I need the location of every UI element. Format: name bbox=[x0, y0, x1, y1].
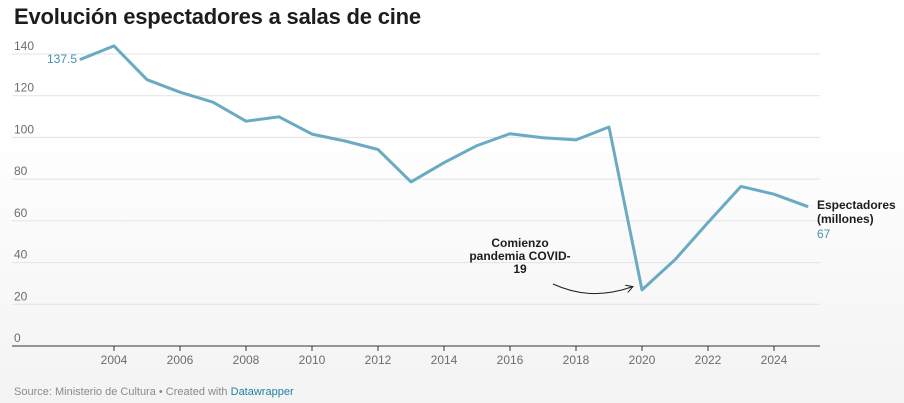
chart-title: Evolución espectadores a salas de cine bbox=[14, 4, 421, 29]
x-axis: 2004 2006 2008 2010 2012 2014 2016 2018 2020 2022… bbox=[101, 346, 788, 367]
y-tick-label-100: 100 bbox=[14, 122, 34, 136]
series-line-0 bbox=[79, 44, 809, 292]
x-tick-label-2022: 2022 bbox=[695, 353, 722, 367]
x-tick-label-2024: 2024 bbox=[761, 353, 788, 367]
source-text: Source: Ministerio de Cultura • Created … bbox=[14, 386, 231, 398]
x-tick-label-2012: 2012 bbox=[365, 353, 392, 367]
x-tick-label-2014: 2014 bbox=[431, 353, 458, 367]
x-tick-label-2020: 2020 bbox=[629, 353, 656, 367]
y-tick-label-140: 140 bbox=[14, 39, 34, 53]
x-tick-label-2018: 2018 bbox=[563, 353, 590, 367]
y-tick-label-120: 120 bbox=[14, 81, 34, 95]
label-layer: 137.5 Espectadores(millones)67 bbox=[47, 52, 896, 241]
series-label-line-2: (millones) bbox=[817, 212, 874, 226]
grid-lines bbox=[12, 53, 820, 347]
x-tick-label-2006: 2006 bbox=[167, 353, 194, 367]
x-tick-label-2016: 2016 bbox=[497, 353, 524, 367]
start-value-label: 137.5 bbox=[47, 52, 77, 66]
end-value-label: 67 bbox=[817, 227, 831, 241]
annotation-text-line-3: 19 bbox=[513, 262, 527, 276]
annotation-text-line-2: pandemia COVID- bbox=[469, 249, 570, 263]
series-layer bbox=[79, 44, 809, 292]
y-tick-label-80: 80 bbox=[14, 164, 28, 178]
y-tick-label-20: 20 bbox=[14, 289, 28, 303]
footer: Source: Ministerio de Cultura • Created … bbox=[14, 386, 294, 398]
x-tick-label-2010: 2010 bbox=[299, 353, 326, 367]
series-label-line-1: Espectadores bbox=[817, 198, 896, 212]
x-tick-label-2008: 2008 bbox=[233, 353, 260, 367]
y-tick-label-0: 0 bbox=[14, 331, 21, 345]
annotation-arrow bbox=[552, 283, 632, 295]
y-tick-label-40: 40 bbox=[14, 248, 28, 262]
y-axis: 0 20 40 60 80 100 120 140 bbox=[14, 39, 34, 345]
x-tick-label-2004: 2004 bbox=[101, 353, 128, 367]
annotation-text-line-1: Comienzo bbox=[491, 236, 548, 250]
y-tick-label-60: 60 bbox=[14, 206, 28, 220]
datawrapper-link[interactable]: Datawrapper bbox=[230, 386, 294, 398]
